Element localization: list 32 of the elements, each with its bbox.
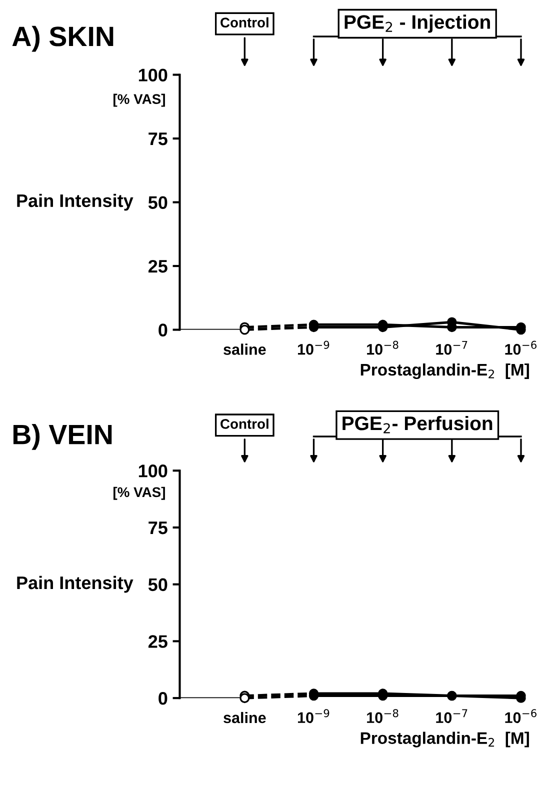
y-tick-label: 100: [138, 68, 168, 82]
chart-title: A) SKIN: [12, 26, 114, 52]
y-axis-title: Pain Intensity: [17, 194, 134, 211]
text: [% VAS]: [114, 94, 165, 107]
x-tick-label: 10$^{−8}$: [367, 340, 398, 355]
x-tick-label: 10$^{−7}$: [436, 340, 468, 355]
text: PGE$_{2}$- Perfusion: [342, 416, 492, 434]
text: [% VAS]: [114, 486, 165, 500]
y-axis-title: Pain Intensity: [17, 576, 134, 593]
y-tick-label: 100: [138, 464, 168, 478]
x-axis-title: Prostaglandin-E$_{2}$ [M]: [360, 732, 529, 748]
y-tick-label: 50: [148, 578, 168, 592]
y-tick-label: 75: [148, 132, 168, 146]
y-tick-label: 50: [148, 196, 168, 209]
y-tick-label: 25: [148, 635, 168, 648]
y-tick-label: 25: [148, 260, 168, 273]
y-tick-label: 0: [158, 324, 168, 336]
text: Control: [220, 17, 268, 28]
x-tick-label: 10$^{−7}$: [436, 709, 468, 724]
x-tick-label: 10$^{−9}$: [298, 340, 330, 355]
text: Control: [220, 418, 268, 429]
x-tick-label: 10$^{−9}$: [298, 709, 330, 724]
x-tick-label: saline: [224, 712, 266, 724]
y-tick-label: 0: [158, 692, 168, 705]
x-tick-label: 10$^{−6}$: [505, 340, 536, 355]
x-tick-label: 10$^{−8}$: [367, 709, 398, 724]
chart-title: B) VEIN: [13, 424, 112, 450]
x-tick-label: saline: [224, 344, 266, 355]
text: PGE$_{2}$ - Injection: [344, 14, 490, 33]
y-tick-label: 75: [148, 522, 168, 534]
x-tick-label: 10$^{−6}$: [505, 709, 536, 724]
x-axis-title: Prostaglandin-E$_{2}$ [M]: [360, 363, 529, 380]
